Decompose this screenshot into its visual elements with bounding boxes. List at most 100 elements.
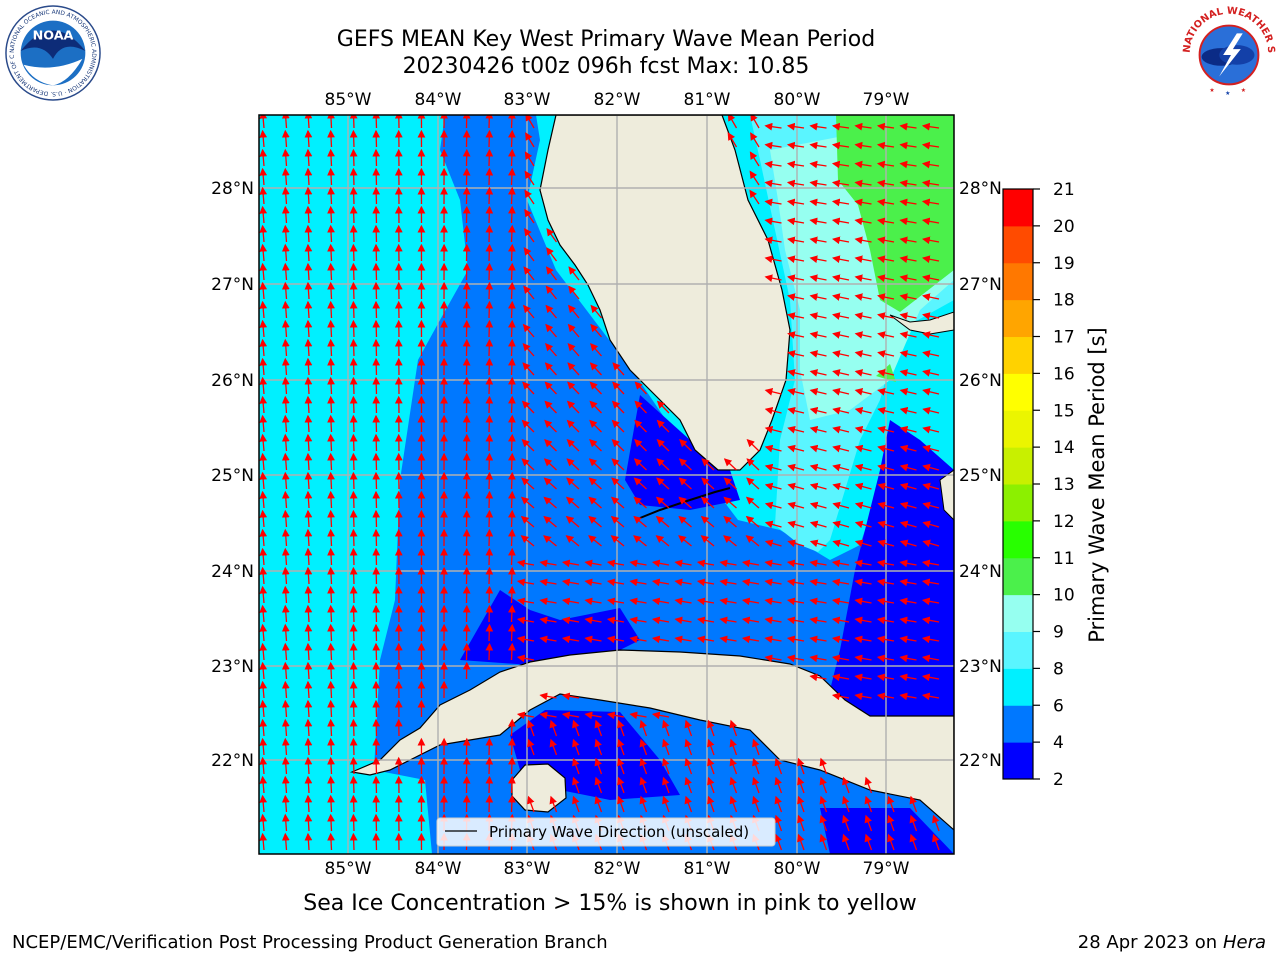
colorbar-tick-label: 16 — [1053, 364, 1075, 384]
wave-arrow — [304, 794, 313, 813]
latitude-label: 27°N — [959, 275, 1002, 295]
wave-arrow — [832, 312, 850, 320]
wave-arrow — [349, 547, 358, 566]
wave-arrow — [304, 395, 313, 414]
colorbar-label: Primary Wave Mean Period [s] — [1085, 327, 1109, 643]
wave-arrow — [899, 444, 917, 453]
wave-arrow — [561, 692, 580, 701]
longitude-label: 85°W — [325, 90, 372, 110]
wave-arrow — [696, 578, 715, 587]
wave-arrow — [304, 585, 313, 604]
wave-arrow — [327, 243, 335, 262]
wave-arrow — [545, 304, 558, 319]
wave-arrow — [508, 395, 516, 414]
colorbar-tick-label: 6 — [1053, 696, 1064, 716]
wave-arrow — [809, 559, 827, 568]
wave-arrow — [922, 312, 940, 320]
wave-arrow — [485, 115, 494, 129]
wave-arrow — [259, 718, 268, 737]
wave-arrow — [831, 179, 850, 188]
wave-arrow — [304, 414, 313, 433]
wave-arrow — [633, 477, 647, 490]
wave-arrow — [349, 528, 358, 547]
wave-arrow — [372, 433, 381, 452]
wave-arrow — [281, 395, 290, 414]
wave-arrow — [372, 699, 381, 718]
wave-arrow — [565, 535, 580, 547]
wave-arrow — [525, 132, 535, 148]
wave-arrow — [327, 357, 335, 376]
wave-arrow — [524, 189, 535, 205]
wave-arrow — [749, 151, 760, 167]
wave-arrow — [304, 680, 313, 699]
wave-arrow — [516, 654, 535, 663]
wave-arrow — [606, 635, 625, 644]
wave-arrow — [567, 362, 580, 376]
wave-arrow — [707, 757, 715, 775]
wave-arrow — [349, 642, 358, 661]
land-cuba — [349, 649, 954, 831]
wave-arrow — [304, 547, 313, 566]
wave-arrow — [877, 312, 895, 320]
wave-arrow — [349, 281, 358, 300]
sea-ice-footnote: Sea Ice Concentration > 15% is shown in … — [303, 891, 917, 916]
wave-arrow — [349, 262, 358, 281]
wave-arrow — [809, 160, 827, 169]
wave-arrow — [854, 463, 872, 472]
wave-arrow — [259, 509, 268, 528]
wave-arrow — [508, 129, 516, 148]
longitude-label: 82°W — [594, 90, 641, 110]
wave-arrow — [741, 635, 760, 644]
wave-arrow — [787, 369, 805, 377]
wave-arrow — [752, 757, 760, 775]
wave-arrow — [864, 814, 873, 832]
longitude-label: 82°W — [594, 859, 641, 879]
wave-arrow — [921, 122, 940, 131]
wave-arrow — [922, 331, 940, 339]
wave-arrow — [746, 458, 760, 471]
wave-arrow — [832, 444, 850, 453]
wave-arrow — [854, 350, 872, 358]
wave-arrow — [259, 167, 268, 186]
longitude-label: 83°W — [504, 90, 551, 110]
wave-arrow — [797, 757, 805, 775]
wave-arrow — [764, 501, 782, 510]
wave-arrow — [372, 281, 381, 300]
wave-arrow — [590, 304, 603, 319]
latitude-label: 27°N — [211, 275, 254, 295]
wave-arrow — [327, 148, 335, 167]
wave-arrow — [899, 406, 917, 415]
wave-arrow — [527, 795, 535, 813]
wave-arrow — [304, 661, 313, 680]
wave-arrow — [617, 776, 625, 794]
wave-arrow — [774, 757, 783, 775]
wave-arrow — [281, 186, 290, 205]
wave-arrow — [259, 604, 268, 623]
colorbar-tick-label: 14 — [1053, 438, 1075, 458]
colorbar-segment — [1003, 225, 1033, 264]
wave-arrow — [749, 189, 760, 205]
wave-arrow — [349, 414, 358, 433]
wave-arrow — [372, 604, 381, 623]
wave-arrow — [572, 757, 580, 775]
wave-arrow — [831, 559, 850, 568]
wave-arrow — [787, 501, 805, 510]
colorbar-segment — [1003, 373, 1033, 411]
wave-arrow — [327, 167, 335, 186]
wave-arrow — [281, 528, 290, 547]
wave-arrow — [876, 141, 895, 150]
footer-producer: NCEP/EMC/Verification Post Processing Pr… — [12, 932, 608, 953]
wave-arrow — [899, 654, 917, 663]
wave-arrow — [678, 458, 692, 471]
wave-arrow — [539, 635, 557, 644]
wave-arrow — [566, 438, 580, 452]
wave-arrow — [662, 738, 670, 756]
wave-arrow — [679, 438, 692, 452]
wave-arrow — [508, 623, 516, 642]
wave-arrow — [372, 186, 381, 205]
wave-arrow — [327, 205, 335, 224]
wave-arrow — [819, 795, 828, 813]
wave-arrow — [485, 471, 494, 490]
wave-arrow — [508, 243, 516, 262]
wave-arrow — [349, 623, 358, 642]
